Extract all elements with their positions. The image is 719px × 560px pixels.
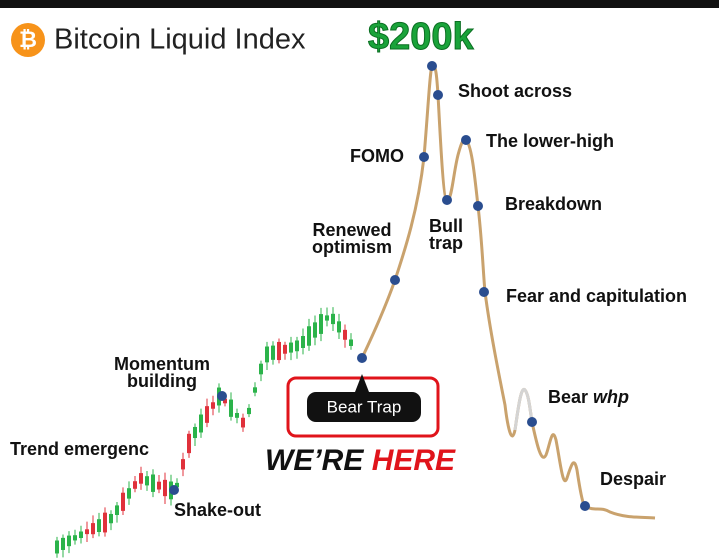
label: Trend emergenc bbox=[10, 439, 149, 459]
candle-body bbox=[319, 314, 323, 334]
candle-body bbox=[79, 531, 83, 539]
candle-body bbox=[349, 339, 353, 346]
label: Momentum bbox=[114, 354, 210, 374]
candle-body bbox=[271, 345, 275, 360]
dot bbox=[442, 195, 452, 205]
candle-body bbox=[265, 346, 269, 363]
banner: WE’RE HERE bbox=[265, 444, 456, 477]
candle-body bbox=[127, 488, 131, 499]
candle-body bbox=[151, 474, 155, 492]
dot bbox=[433, 90, 443, 100]
label-emphasis: whp bbox=[593, 387, 629, 407]
candle-body bbox=[289, 342, 293, 353]
candle-body bbox=[157, 481, 161, 490]
candle-body bbox=[103, 512, 107, 533]
label: FOMO bbox=[350, 146, 404, 166]
banner-part: HERE bbox=[372, 444, 456, 477]
candle-body bbox=[253, 387, 257, 393]
callout-pill bbox=[307, 392, 421, 422]
candle-body bbox=[91, 523, 95, 535]
candle-body bbox=[307, 326, 311, 346]
candle-body bbox=[223, 398, 227, 404]
label: Shake-out bbox=[174, 500, 261, 520]
candle-body bbox=[283, 344, 287, 354]
banner-part: WE’RE bbox=[265, 444, 364, 477]
dot bbox=[479, 287, 489, 297]
candle-body bbox=[193, 426, 197, 439]
candle-body bbox=[331, 313, 335, 325]
label: trap bbox=[429, 233, 463, 253]
candle-body bbox=[115, 505, 119, 516]
dot bbox=[580, 501, 590, 511]
candle-body bbox=[97, 519, 101, 533]
label: Despair bbox=[600, 469, 666, 489]
candle-body bbox=[325, 315, 329, 321]
candle-body bbox=[67, 535, 71, 547]
label: Bull bbox=[429, 216, 463, 236]
bitcoin-icon bbox=[11, 23, 45, 57]
candle-body bbox=[247, 407, 251, 415]
label: Renewed bbox=[312, 220, 391, 240]
label: Shoot across bbox=[458, 81, 572, 101]
candle-body bbox=[295, 340, 299, 352]
candle-body bbox=[85, 529, 89, 535]
candle-body bbox=[73, 535, 77, 541]
candle-body bbox=[133, 481, 137, 489]
candle-body bbox=[241, 417, 245, 428]
dot bbox=[357, 353, 367, 363]
candle-body bbox=[187, 433, 191, 454]
callout-label: Bear Trap bbox=[327, 397, 402, 416]
candle-body bbox=[277, 341, 281, 361]
dots bbox=[169, 61, 590, 511]
dot bbox=[169, 485, 179, 495]
dot bbox=[217, 391, 227, 401]
dot bbox=[427, 61, 437, 71]
label: Bear whp bbox=[548, 387, 629, 407]
candle-body bbox=[199, 414, 203, 433]
candle-body bbox=[163, 479, 167, 497]
label: The lower-high bbox=[486, 131, 614, 151]
candle-body bbox=[139, 473, 143, 484]
label: optimism bbox=[312, 237, 392, 257]
candle-body bbox=[109, 513, 113, 524]
label: building bbox=[127, 371, 197, 391]
candle-body bbox=[175, 482, 179, 488]
title: Bitcoin Liquid Index bbox=[54, 24, 306, 56]
curve-highlight bbox=[513, 387, 534, 431]
candle-body bbox=[55, 540, 59, 554]
dot bbox=[527, 417, 537, 427]
candle-body bbox=[181, 459, 185, 470]
candle-body bbox=[229, 399, 233, 417]
candle-body bbox=[211, 402, 215, 409]
candle-body bbox=[343, 329, 347, 340]
candle-body bbox=[337, 321, 341, 333]
icon-glyph: ₿ bbox=[19, 27, 37, 52]
candle-body bbox=[235, 412, 239, 418]
callout-pointer bbox=[355, 374, 369, 392]
dot bbox=[419, 152, 429, 162]
label-text: Bear bbox=[548, 387, 588, 407]
target-price: $200k bbox=[368, 16, 475, 58]
candle-body bbox=[259, 363, 263, 375]
label: Fear and capitulation bbox=[506, 286, 687, 306]
dot bbox=[390, 275, 400, 285]
label: Breakdown bbox=[505, 194, 602, 214]
dot bbox=[473, 201, 483, 211]
dot bbox=[461, 135, 471, 145]
candle-body bbox=[301, 336, 305, 348]
top-bar bbox=[0, 0, 719, 8]
candle-body bbox=[61, 537, 65, 550]
candle-body bbox=[121, 492, 125, 511]
candle-body bbox=[145, 476, 149, 486]
candle-body bbox=[205, 406, 209, 423]
candle-body bbox=[313, 322, 317, 338]
